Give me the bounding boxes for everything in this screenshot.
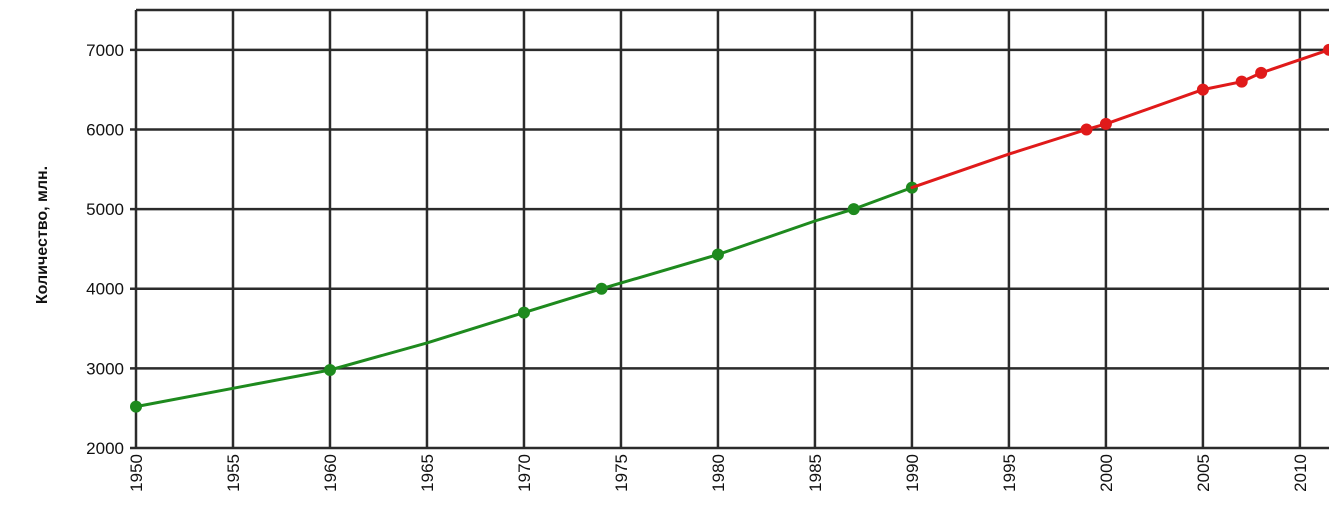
x-tick-label: 1975 <box>612 454 631 492</box>
data-point-1974 <box>595 282 608 295</box>
x-tick-label: 1955 <box>224 454 243 492</box>
data-point-2011.5 <box>1323 43 1329 56</box>
y-axis-tick-labels: 2000 3000 4000 5000 6000 7000 <box>86 41 124 458</box>
horizontal-gridlines <box>130 8 1329 450</box>
data-point-1950 <box>130 400 142 413</box>
x-tick-label: 2005 <box>1194 454 1213 492</box>
vertical-gridlines <box>134 10 1302 448</box>
y-tick-label: 7000 <box>86 41 124 60</box>
x-axis-tick-labels: 1950 1955 1960 1965 1970 1975 1980 1985 1990 1995… <box>127 454 1310 492</box>
x-tick-label: 2000 <box>1097 454 1116 492</box>
x-tick-label: 1990 <box>903 454 922 492</box>
data-point-2005 <box>1196 83 1209 96</box>
y-tick-label: 2000 <box>86 439 124 458</box>
x-tick-label: 1985 <box>806 454 825 492</box>
x-tick-label: 1950 <box>127 454 146 492</box>
x-tick-label: 1960 <box>321 454 340 492</box>
data-point-2008 <box>1255 66 1268 79</box>
data-point-1970 <box>517 306 530 319</box>
data-point-2007 <box>1235 75 1248 88</box>
x-tick-label: 1965 <box>418 454 437 492</box>
data-point-1960 <box>323 363 336 376</box>
data-point-2000 <box>1099 117 1112 130</box>
data-point-1980 <box>711 248 724 261</box>
y-tick-label: 5000 <box>86 200 124 219</box>
data-point-1987 <box>847 203 860 216</box>
x-tick-label: 1980 <box>709 454 728 492</box>
y-tick-label: 6000 <box>86 120 124 139</box>
data-point-1999 <box>1080 123 1093 136</box>
y-tick-label: 3000 <box>86 359 124 378</box>
y-axis-label: Количество, млн. <box>34 166 51 304</box>
series-layer <box>130 43 1329 413</box>
x-tick-label: 2010 <box>1291 454 1310 492</box>
x-tick-label: 1970 <box>515 454 534 492</box>
y-tick-label: 4000 <box>86 280 124 299</box>
series-line-0 <box>134 186 914 409</box>
x-tick-label: 1995 <box>1000 454 1019 492</box>
